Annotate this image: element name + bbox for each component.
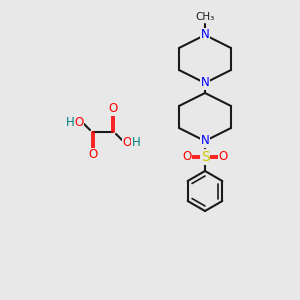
Text: O: O (122, 136, 132, 148)
Text: H: H (132, 136, 140, 148)
Text: H: H (66, 116, 74, 128)
Text: O: O (108, 103, 118, 116)
Text: O: O (74, 116, 84, 128)
Text: N: N (201, 134, 209, 148)
Text: O: O (88, 148, 98, 161)
Text: CH₃: CH₃ (195, 12, 214, 22)
Text: O: O (182, 151, 192, 164)
Text: N: N (201, 28, 209, 41)
Text: N: N (201, 76, 209, 89)
Text: O: O (218, 151, 228, 164)
Text: S: S (201, 150, 209, 164)
